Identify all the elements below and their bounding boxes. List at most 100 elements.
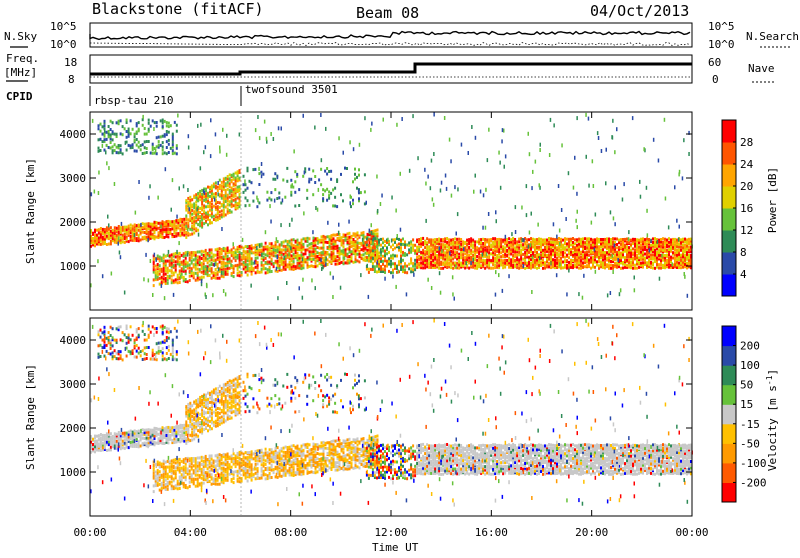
power-pixel bbox=[197, 272, 199, 275]
power-pixel bbox=[197, 268, 199, 271]
power-pixel bbox=[193, 254, 195, 257]
power-pixel bbox=[108, 146, 110, 149]
power-pixel bbox=[290, 191, 292, 194]
power-scatter bbox=[488, 212, 490, 216]
power-pixel bbox=[538, 253, 540, 256]
power-pixel bbox=[488, 248, 490, 251]
power-pixel bbox=[492, 241, 494, 244]
power-pixel bbox=[370, 268, 372, 271]
power-pixel bbox=[377, 229, 379, 232]
power-pixel bbox=[514, 246, 516, 249]
power-pixel bbox=[323, 257, 325, 260]
power-scatter bbox=[392, 275, 394, 279]
power-pixel bbox=[510, 238, 512, 241]
power-pixel bbox=[183, 260, 185, 263]
power-pixel bbox=[373, 233, 375, 236]
power-pixel bbox=[516, 256, 518, 259]
power-pixel bbox=[112, 145, 114, 148]
power-pixel bbox=[128, 230, 130, 233]
power-pixel bbox=[193, 216, 195, 219]
power-pixel bbox=[402, 254, 404, 257]
power-pixel bbox=[199, 220, 201, 223]
power-pixel bbox=[462, 262, 464, 265]
power-pixel bbox=[618, 263, 620, 266]
power-pixel bbox=[265, 261, 267, 264]
power-pixel bbox=[209, 222, 211, 225]
power-scatter bbox=[311, 278, 313, 282]
power-pixel bbox=[96, 240, 98, 243]
power-pixel bbox=[526, 238, 528, 241]
power-pixel bbox=[614, 237, 616, 240]
power-pixel bbox=[205, 220, 207, 223]
velocity-pixel bbox=[132, 434, 134, 437]
power-pixel bbox=[239, 177, 241, 180]
power-scatter bbox=[502, 289, 504, 293]
power-pixel bbox=[320, 168, 322, 171]
power-pixel bbox=[132, 231, 134, 234]
velocity-pixel bbox=[209, 407, 211, 410]
power-pixel bbox=[620, 267, 622, 270]
power-pixel bbox=[199, 224, 201, 227]
velocity-pixel bbox=[161, 482, 163, 485]
power-pixel bbox=[678, 258, 680, 261]
power-pixel bbox=[124, 241, 126, 244]
power-pixel bbox=[406, 265, 408, 268]
power-pixel bbox=[267, 245, 269, 248]
power-pixel bbox=[311, 264, 313, 267]
power-pixel bbox=[482, 238, 484, 241]
power-pixel bbox=[349, 251, 351, 254]
power-pixel bbox=[476, 246, 478, 249]
velocity-pixel bbox=[205, 398, 207, 401]
power-scatter bbox=[261, 253, 263, 257]
power-pixel bbox=[630, 261, 632, 264]
power-pixel bbox=[134, 239, 136, 242]
power-pixel bbox=[400, 265, 402, 268]
power-pixel bbox=[550, 237, 552, 240]
velocity-pixel bbox=[106, 449, 108, 452]
power-pixel bbox=[562, 239, 564, 242]
power-pixel bbox=[172, 133, 174, 136]
power-scatter bbox=[148, 278, 150, 282]
power-pixel bbox=[221, 213, 223, 216]
velocity-pixel bbox=[227, 381, 229, 384]
power-pixel bbox=[195, 260, 197, 263]
power-pixel bbox=[293, 268, 295, 271]
power-pixel bbox=[396, 265, 398, 268]
power-pixel bbox=[291, 263, 293, 266]
power-scatter bbox=[97, 259, 99, 263]
power-pixel bbox=[656, 256, 658, 259]
power-pixel bbox=[294, 205, 296, 208]
velocity-pixel bbox=[199, 430, 201, 433]
power-pixel bbox=[335, 234, 337, 237]
power-pixel bbox=[249, 250, 251, 253]
power-pixel bbox=[428, 255, 430, 258]
power-pixel bbox=[104, 138, 106, 141]
power-pixel bbox=[608, 267, 610, 270]
power-pixel bbox=[110, 242, 112, 245]
power-pixel bbox=[237, 264, 239, 267]
power-scatter bbox=[302, 257, 304, 261]
velocity-pixel bbox=[217, 424, 219, 427]
power-pixel bbox=[564, 237, 566, 240]
power-pixel bbox=[412, 249, 414, 252]
power-pixel bbox=[546, 264, 548, 267]
velocity-pixel bbox=[233, 397, 235, 400]
power-pixel bbox=[239, 185, 241, 188]
power-pixel bbox=[239, 245, 241, 248]
power-pixel bbox=[309, 243, 311, 246]
power-pixel bbox=[307, 244, 309, 247]
power-pixel bbox=[632, 257, 634, 260]
power-pixel bbox=[158, 222, 160, 225]
power-pixel bbox=[209, 201, 211, 204]
power-pixel bbox=[191, 228, 193, 231]
power-pixel bbox=[408, 267, 410, 270]
power-pixel bbox=[116, 227, 118, 230]
power-pixel bbox=[518, 264, 520, 267]
power-pixel bbox=[341, 239, 343, 242]
power-pixel bbox=[328, 170, 330, 173]
power-pixel bbox=[390, 255, 392, 258]
power-pixel bbox=[430, 254, 432, 257]
power-scatter bbox=[381, 194, 383, 198]
power-pixel bbox=[586, 237, 588, 240]
power-scatter bbox=[387, 238, 389, 242]
